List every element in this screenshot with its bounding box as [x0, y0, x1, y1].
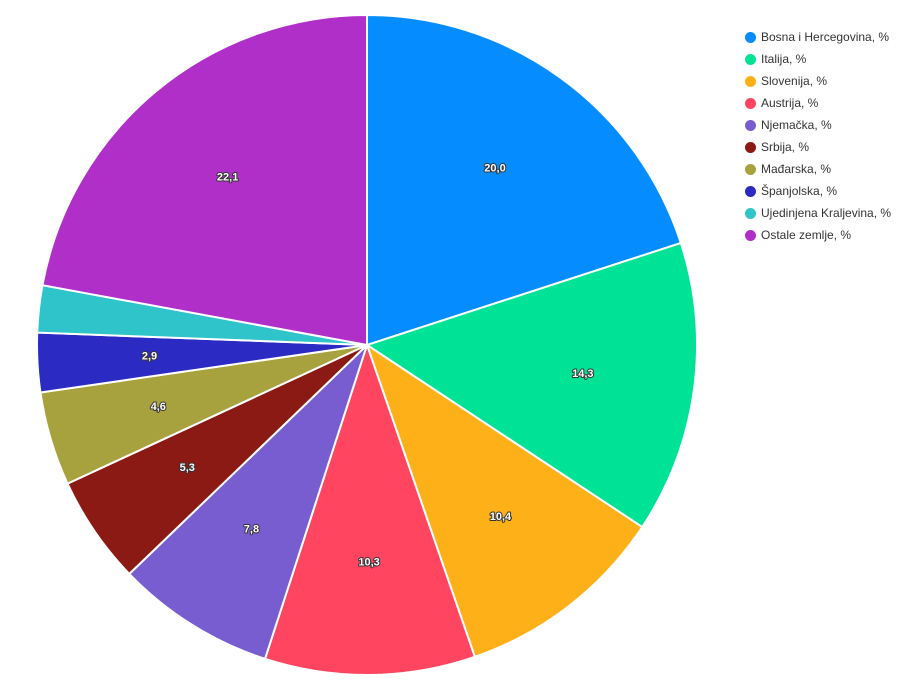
legend-item[interactable]: Mađarska, % [745, 158, 891, 180]
pie-slices [36, 13, 699, 676]
slice-data-label: 10,3 [358, 557, 379, 569]
pie-data-labels: 20,0 14,3 10,4 10,3 7,8 5,3 4,6 2,9 22,1 [141, 162, 595, 570]
legend-label: Mađarska, % [761, 162, 832, 176]
legend-label: Ostale zemlje, % [761, 228, 852, 242]
legend-item[interactable]: Ujedinjena Kraljevina, % [745, 202, 891, 224]
legend-item[interactable]: Španjolska, % [745, 180, 891, 202]
legend-item[interactable]: Ostale zemlje, % [745, 224, 891, 246]
legend-label: Italija, % [761, 52, 807, 66]
legend-label: Ujedinjena Kraljevina, % [761, 206, 892, 220]
legend-marker-icon [745, 53, 756, 65]
legend-item[interactable]: Austrija, % [745, 92, 891, 114]
chart-legend: Bosna i Hercegovina, % Italija, % Slovenij… [745, 26, 891, 246]
legend-label: Bosna i Hercegovina, % [761, 30, 890, 44]
slice-data-label: 10,4 [490, 511, 512, 523]
legend-marker-icon [745, 163, 756, 175]
slice-data-label: 14,3 [572, 368, 593, 380]
pie-slice[interactable] [364, 241, 699, 529]
slice-data-label: 20,0 [484, 163, 505, 175]
legend-label: Njemačka, % [761, 118, 832, 132]
legend-marker-icon [745, 207, 756, 219]
pie-slice[interactable] [127, 344, 368, 661]
pie-slice[interactable] [366, 13, 683, 347]
slice-data-label: 4,6 [151, 401, 166, 413]
legend-marker-icon [745, 31, 756, 43]
slice-data-label: 22,1 [217, 172, 238, 184]
legend-item[interactable]: Njemačka, % [745, 114, 891, 136]
legend-marker-icon [745, 229, 756, 241]
legend-label: Slovenija, % [761, 74, 828, 88]
pie-slice[interactable] [41, 13, 368, 347]
legend-label: Srbija, % [761, 140, 810, 154]
legend-item[interactable]: Italija, % [745, 48, 891, 70]
legend-label: Austrija, % [761, 96, 819, 110]
pie-slice[interactable] [365, 342, 644, 659]
slice-data-label: 7,8 [244, 524, 259, 536]
legend-marker-icon [745, 185, 756, 197]
legend-marker-icon [745, 75, 756, 87]
slice-data-label: 5,3 [180, 462, 195, 474]
legend-marker-icon [745, 97, 756, 109]
legend-item[interactable]: Slovenija, % [745, 70, 891, 92]
legend-marker-icon [745, 141, 756, 153]
legend-item[interactable]: Bosna i Hercegovina, % [745, 26, 891, 48]
legend-item[interactable]: Srbija, % [745, 136, 891, 158]
slice-data-label: 2,9 [142, 351, 157, 363]
pie-slice[interactable] [263, 341, 477, 676]
legend-marker-icon [745, 119, 756, 131]
legend-label: Španjolska, % [761, 184, 838, 198]
